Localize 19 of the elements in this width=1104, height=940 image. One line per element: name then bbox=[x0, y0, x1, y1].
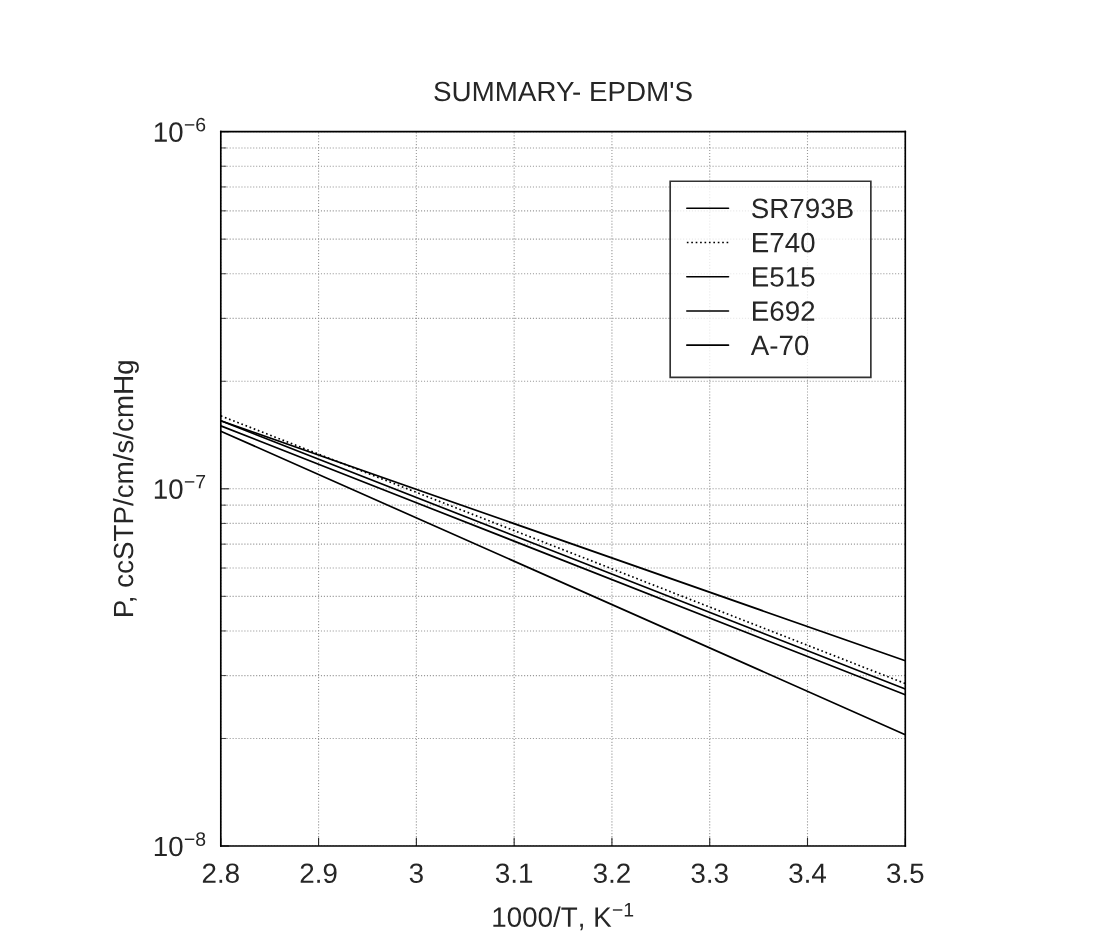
y-tick-label: 10$^{−7}$ bbox=[154, 474, 206, 499]
legend-label: E515 bbox=[753, 267, 815, 287]
legend-label: A-70 bbox=[750, 335, 809, 356]
x-tick-label: 3.1 bbox=[495, 863, 533, 884]
x-tick-label: 3.2 bbox=[593, 863, 630, 884]
legend-label: E692 bbox=[753, 301, 815, 321]
x-axis-title: 1000/T, K$^{−1}$ bbox=[493, 903, 634, 931]
x-tick-label: 3.4 bbox=[789, 863, 826, 884]
y-tick-label: 10$^{−8}$ bbox=[154, 832, 206, 857]
x-tick-label: 2.9 bbox=[300, 863, 337, 884]
x-tick-label: 2.8 bbox=[202, 863, 239, 884]
x-tick-label: 3.5 bbox=[887, 863, 924, 884]
x-tick-label: 3.3 bbox=[691, 863, 728, 884]
x-tick-label: 3 bbox=[409, 863, 423, 884]
y-tick-label: 10$^{−6}$ bbox=[154, 117, 206, 142]
legend-label: SR793B bbox=[751, 198, 853, 219]
y-axis-title: P, ccSTP/cm/s/cmHg bbox=[112, 361, 139, 616]
chart-title: SUMMARY- EPDM'S bbox=[434, 81, 692, 102]
legend-label: E740 bbox=[753, 232, 815, 253]
